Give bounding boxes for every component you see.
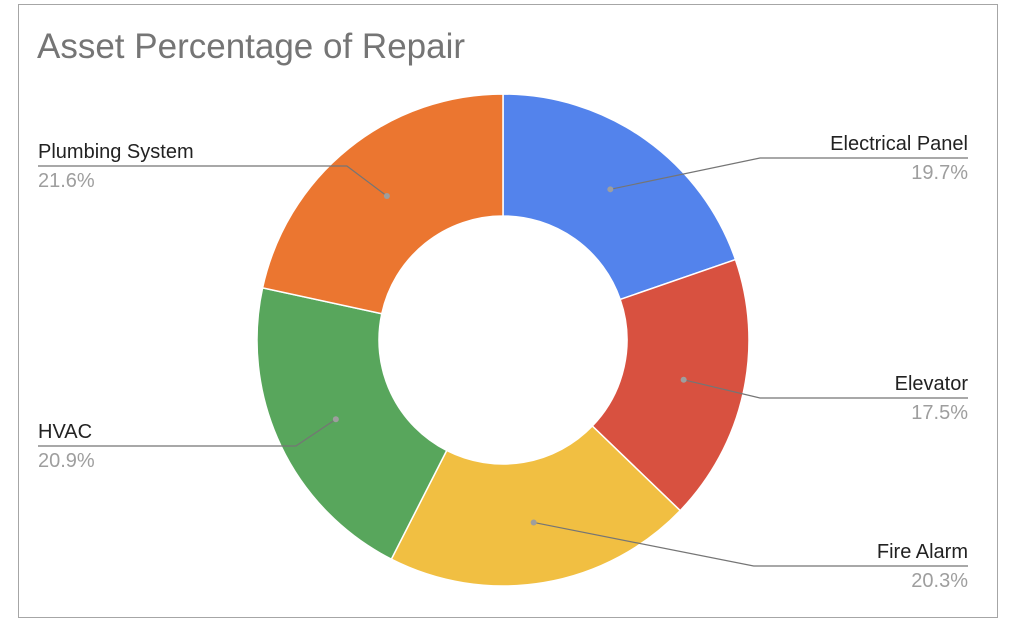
slice-fire-alarm	[390, 424, 682, 587]
leader-dot-fire-alarm	[530, 519, 537, 526]
slice-label-fire-alarm: Fire Alarm	[877, 541, 968, 563]
slice-value-hvac: 20.9%	[38, 450, 95, 472]
leader-dot-hvac	[332, 416, 339, 423]
slice-label-electrical-panel: Electrical Panel	[830, 133, 968, 155]
slice-hvac	[256, 286, 448, 561]
slice-value-electrical-panel: 19.7%	[911, 162, 968, 184]
slice-value-elevator: 17.5%	[911, 402, 968, 424]
leader-line-elevator	[683, 379, 968, 399]
slice-value-fire-alarm: 20.3%	[911, 570, 968, 592]
leader-dot-electrical-panel	[607, 186, 614, 193]
leader-line-hvac	[38, 418, 337, 447]
slice-label-elevator: Elevator	[895, 373, 969, 395]
slice-label-plumbing-system: Plumbing System	[38, 141, 194, 163]
slices-layer	[256, 93, 750, 587]
leader-dot-plumbing-system	[383, 192, 390, 199]
slice-plumbing-system	[261, 93, 504, 315]
labels-layer: Electrical Panel 19.7% Elevator 17.5% Fire A…	[38, 133, 968, 592]
leader-dot-elevator	[680, 376, 687, 383]
slice-elevator	[591, 258, 750, 512]
leader-line-plumbing-system	[38, 165, 388, 197]
slice-label-hvac: HVAC	[38, 421, 92, 443]
leader-line-fire-alarm	[533, 521, 968, 567]
slice-value-plumbing-system: 21.6%	[38, 170, 95, 192]
chart-title: Asset Percentage of Repair	[37, 27, 466, 66]
leader-lines-layer	[38, 157, 968, 567]
slice-electrical-panel	[502, 93, 737, 301]
leader-line-electrical-panel	[610, 157, 968, 190]
